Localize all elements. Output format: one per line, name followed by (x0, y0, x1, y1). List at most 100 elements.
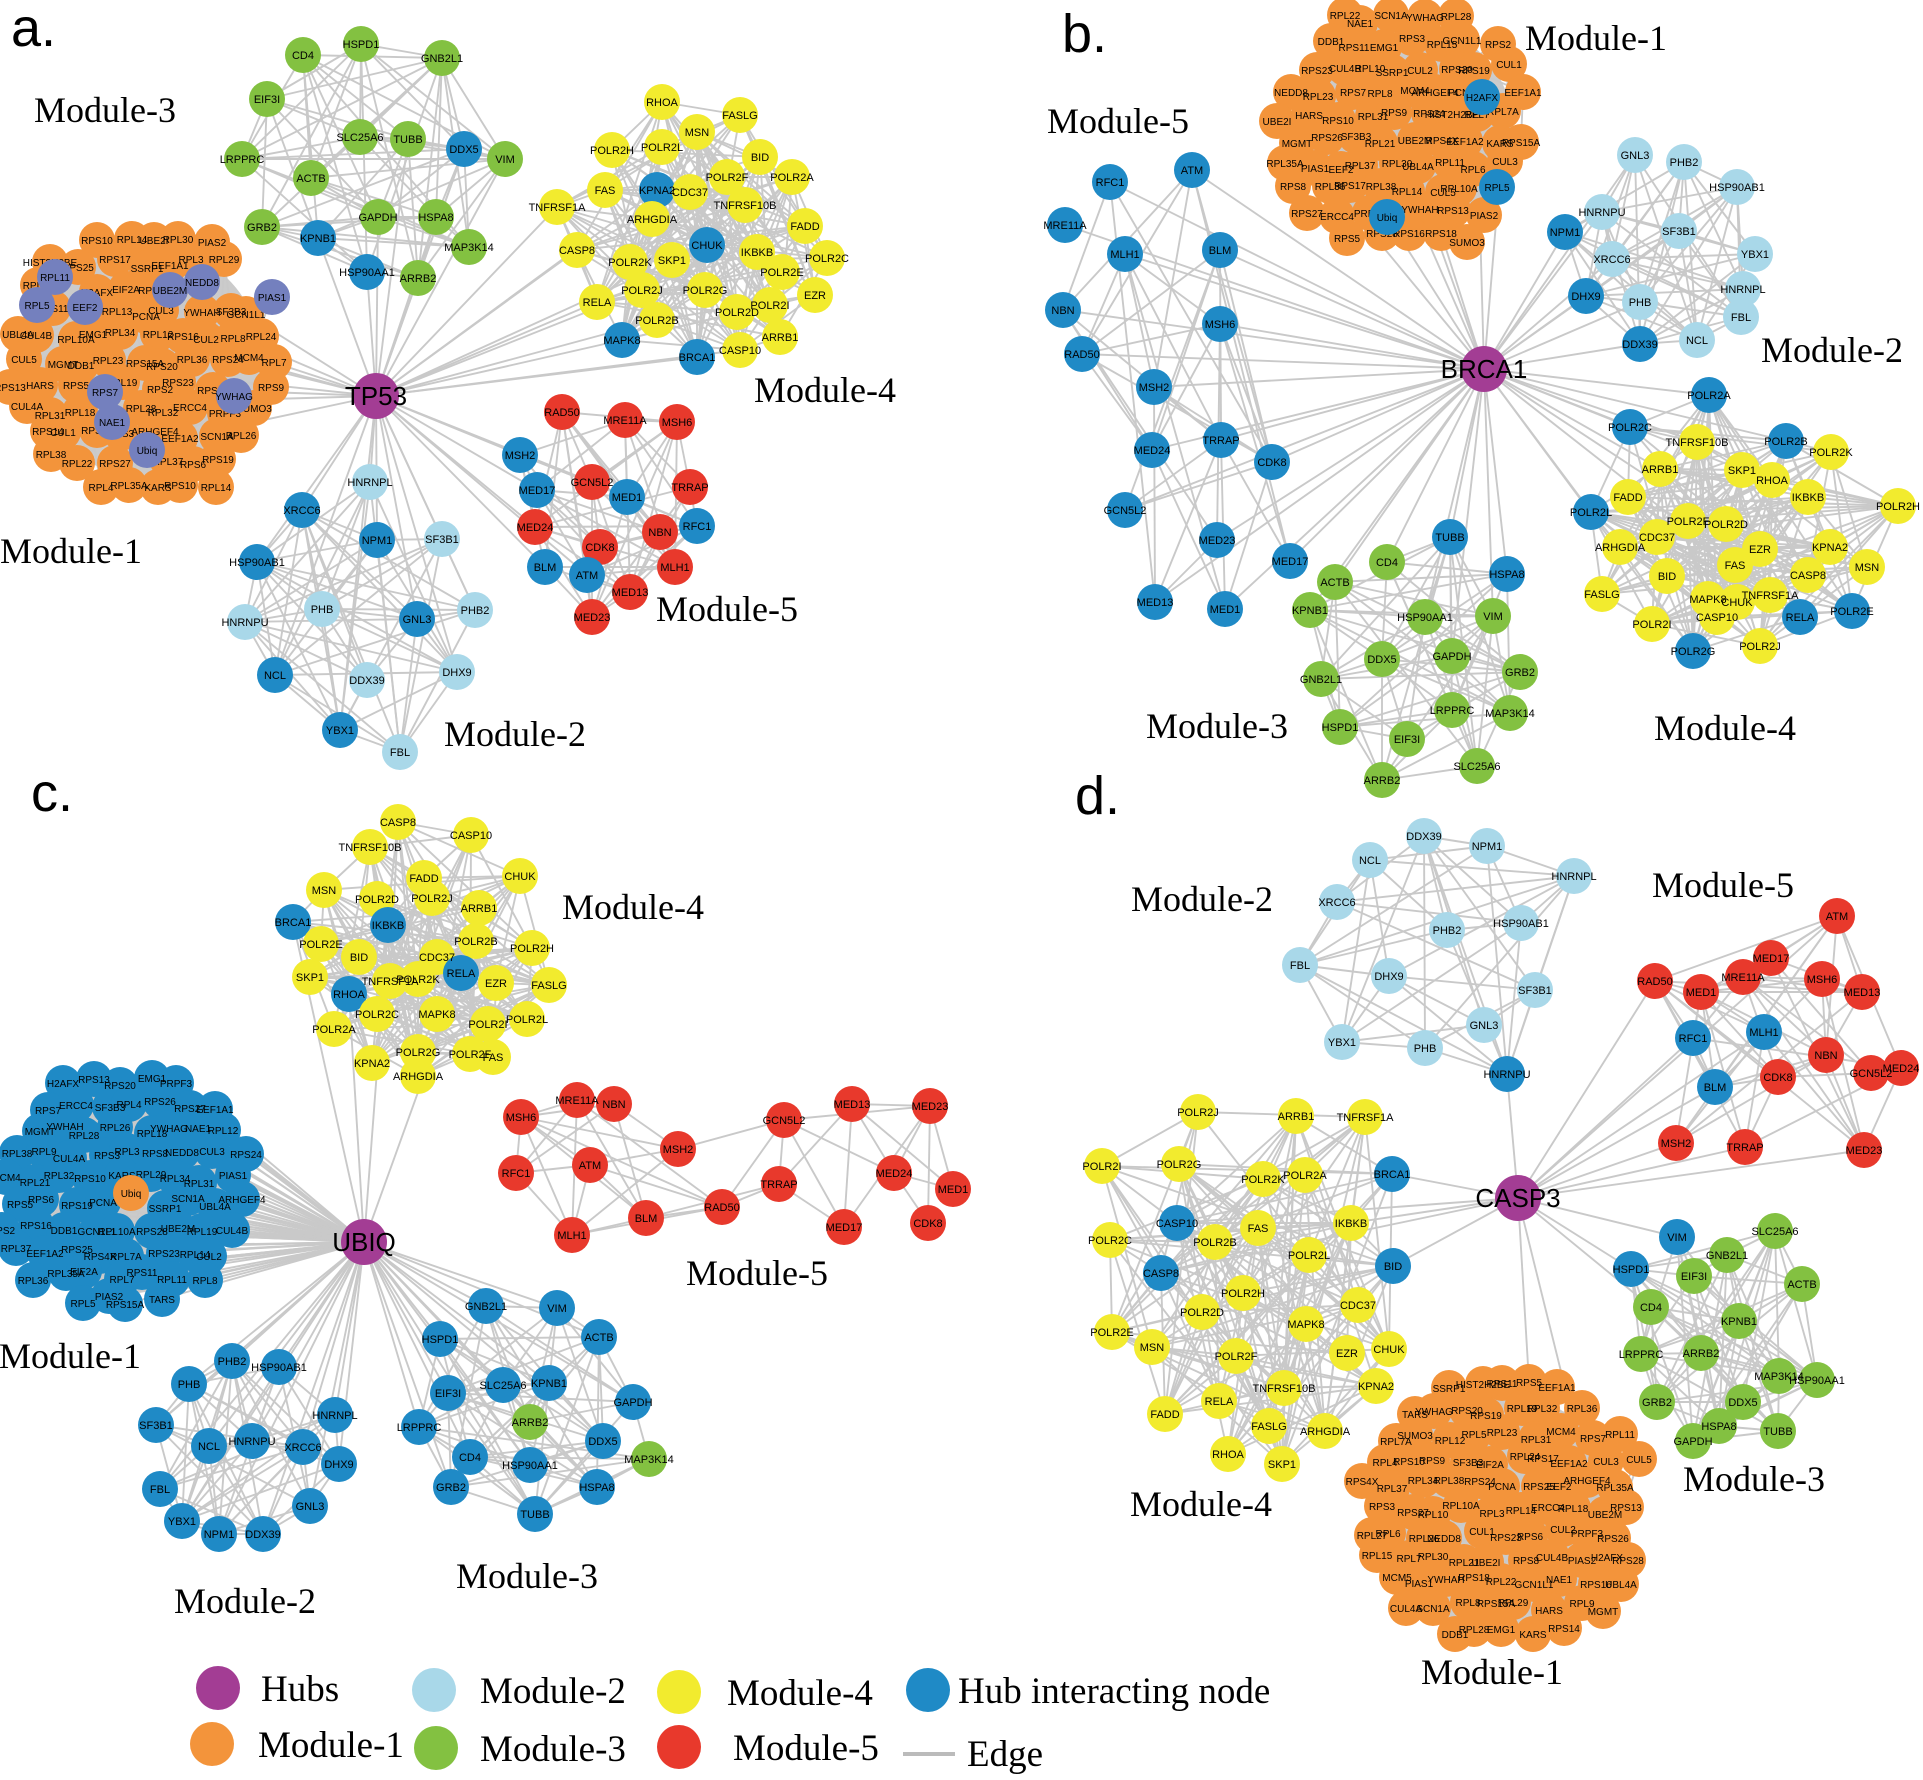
svg-text:ARHGDIA: ARHGDIA (1300, 1426, 1351, 1438)
svg-text:CUL2: CUL2 (1550, 1525, 1576, 1536)
svg-text:RPL9: RPL9 (1569, 1599, 1594, 1610)
svg-text:TRRAP: TRRAP (760, 1179, 797, 1191)
svg-text:RPS14: RPS14 (1548, 1624, 1580, 1635)
svg-text:PRPF3: PRPF3 (160, 1079, 193, 1090)
svg-text:TNFRSF10B: TNFRSF10B (714, 200, 777, 212)
svg-text:RPS10: RPS10 (1393, 1457, 1425, 1468)
svg-text:KPNB1: KPNB1 (1721, 1316, 1757, 1328)
svg-text:RPL30: RPL30 (163, 235, 194, 246)
svg-text:POLR2B: POLR2B (635, 315, 678, 327)
svg-text:Module-2: Module-2 (174, 1581, 316, 1621)
svg-text:MED1: MED1 (612, 492, 643, 504)
svg-text:PIAS1: PIAS1 (1405, 1579, 1434, 1590)
svg-text:GNB2L1: GNB2L1 (1300, 674, 1342, 686)
svg-text:HNRNPU: HNRNPU (221, 617, 268, 629)
svg-text:CASP10: CASP10 (1696, 612, 1738, 624)
svg-text:GCN1L1: GCN1L1 (1515, 1580, 1554, 1591)
svg-text:RPS20: RPS20 (1441, 65, 1473, 76)
svg-text:EMG1: EMG1 (1487, 1625, 1516, 1636)
svg-text:CDC37: CDC37 (419, 952, 455, 964)
svg-text:RPS8: RPS8 (1513, 1556, 1540, 1567)
svg-text:IKBKB: IKBKB (1792, 492, 1824, 504)
svg-text:POLR2I: POLR2I (468, 1019, 507, 1031)
svg-text:Module-4: Module-4 (1654, 708, 1796, 748)
svg-text:PIAS2: PIAS2 (198, 238, 227, 249)
svg-text:CD4: CD4 (292, 50, 314, 62)
svg-text:a.: a. (11, 0, 56, 58)
svg-text:ARHGEF4: ARHGEF4 (1563, 1476, 1611, 1487)
svg-text:RPL21: RPL21 (23, 281, 54, 292)
svg-text:RPL34: RPL34 (1408, 1476, 1439, 1487)
svg-text:SLC25A6: SLC25A6 (1453, 761, 1500, 773)
svg-text:HSPD1: HSPD1 (422, 1334, 459, 1346)
svg-text:PHB2: PHB2 (1433, 925, 1462, 937)
svg-text:UBL4A: UBL4A (199, 1202, 231, 1213)
svg-text:RFC1: RFC1 (683, 521, 712, 533)
svg-text:GNB2L1: GNB2L1 (1706, 1250, 1748, 1262)
svg-text:MSH6: MSH6 (662, 417, 693, 429)
svg-text:RPS16: RPS16 (167, 332, 199, 343)
svg-text:POLR2L: POLR2L (641, 142, 683, 154)
svg-text:CASP3: CASP3 (1475, 1183, 1560, 1213)
svg-text:RPS25: RPS25 (61, 1245, 93, 1256)
svg-text:FADD: FADD (1613, 492, 1642, 504)
svg-text:FADD: FADD (790, 221, 819, 233)
svg-text:POLR2A: POLR2A (312, 1024, 356, 1036)
svg-text:CASP8: CASP8 (559, 245, 595, 257)
svg-text:KPNA2: KPNA2 (354, 1058, 390, 1070)
svg-text:RPL21: RPL21 (1365, 139, 1396, 150)
svg-text:RPL14: RPL14 (1392, 187, 1423, 198)
svg-text:RPS24: RPS24 (1464, 1477, 1496, 1488)
svg-text:RPS27: RPS27 (1291, 209, 1323, 220)
svg-text:POLR2E: POLR2E (1090, 1327, 1133, 1339)
svg-text:Module-5: Module-5 (656, 589, 798, 629)
svg-text:HSPD1: HSPD1 (1613, 1264, 1650, 1276)
svg-text:d.: d. (1075, 766, 1120, 826)
svg-text:Module-1: Module-1 (0, 1336, 141, 1376)
svg-text:RPS7: RPS7 (1340, 88, 1367, 99)
svg-text:c.: c. (31, 763, 73, 823)
svg-text:RPL29: RPL29 (136, 1170, 167, 1181)
svg-text:BLM: BLM (635, 1213, 658, 1225)
svg-text:VIM: VIM (495, 154, 515, 166)
svg-text:CD4: CD4 (1376, 557, 1398, 569)
svg-text:EMG1: EMG1 (79, 330, 108, 341)
svg-text:VIM: VIM (547, 1303, 567, 1315)
svg-text:POLR2C: POLR2C (1608, 422, 1652, 434)
svg-text:SF3B1: SF3B1 (1662, 226, 1696, 238)
svg-text:RPL10: RPL10 (1355, 64, 1386, 75)
svg-text:BRCA1: BRCA1 (275, 917, 312, 929)
svg-text:Module-4: Module-4 (562, 887, 704, 927)
svg-text:FAS: FAS (1248, 1223, 1269, 1235)
svg-text:YWHAG: YWHAG (1406, 13, 1444, 24)
svg-text:RPL3: RPL3 (114, 1147, 139, 1158)
svg-text:CDC37: CDC37 (1340, 1300, 1376, 1312)
svg-text:POLR2I: POLR2I (1632, 619, 1671, 631)
svg-text:ARRB1: ARRB1 (461, 903, 498, 915)
svg-text:Module-3: Module-3 (480, 1729, 626, 1770)
svg-text:GNL3: GNL3 (296, 1501, 325, 1513)
svg-text:RFC1: RFC1 (1679, 1033, 1708, 1045)
svg-text:RPL24: RPL24 (246, 332, 277, 343)
svg-text:UBE2M: UBE2M (153, 286, 187, 297)
svg-text:ARRB2: ARRB2 (512, 1417, 549, 1429)
svg-text:HSP90AA1: HSP90AA1 (1789, 1375, 1845, 1387)
svg-text:IKBKB: IKBKB (741, 247, 773, 259)
svg-text:MED24: MED24 (1883, 1063, 1920, 1075)
svg-text:PHB: PHB (1629, 297, 1652, 309)
svg-text:FASLG: FASLG (1251, 1421, 1286, 1433)
svg-text:SLC25A6: SLC25A6 (479, 1380, 526, 1392)
svg-text:CD4: CD4 (459, 1452, 481, 1464)
svg-text:CDC37: CDC37 (1639, 532, 1675, 544)
svg-text:KPNA2: KPNA2 (639, 185, 675, 197)
svg-text:HSP90AA1: HSP90AA1 (502, 1460, 558, 1472)
svg-text:MED1: MED1 (938, 1184, 969, 1196)
svg-text:HARS: HARS (1535, 1606, 1563, 1617)
svg-text:RELA: RELA (447, 968, 476, 980)
svg-text:RPS5: RPS5 (1516, 1378, 1543, 1389)
svg-text:SUMO3: SUMO3 (1397, 1431, 1433, 1442)
svg-text:PIAS1: PIAS1 (219, 1171, 248, 1182)
svg-text:POLR2L: POLR2L (1288, 1250, 1330, 1262)
svg-text:Ubiq: Ubiq (121, 1189, 142, 1200)
svg-text:Module-5: Module-5 (733, 1728, 879, 1769)
